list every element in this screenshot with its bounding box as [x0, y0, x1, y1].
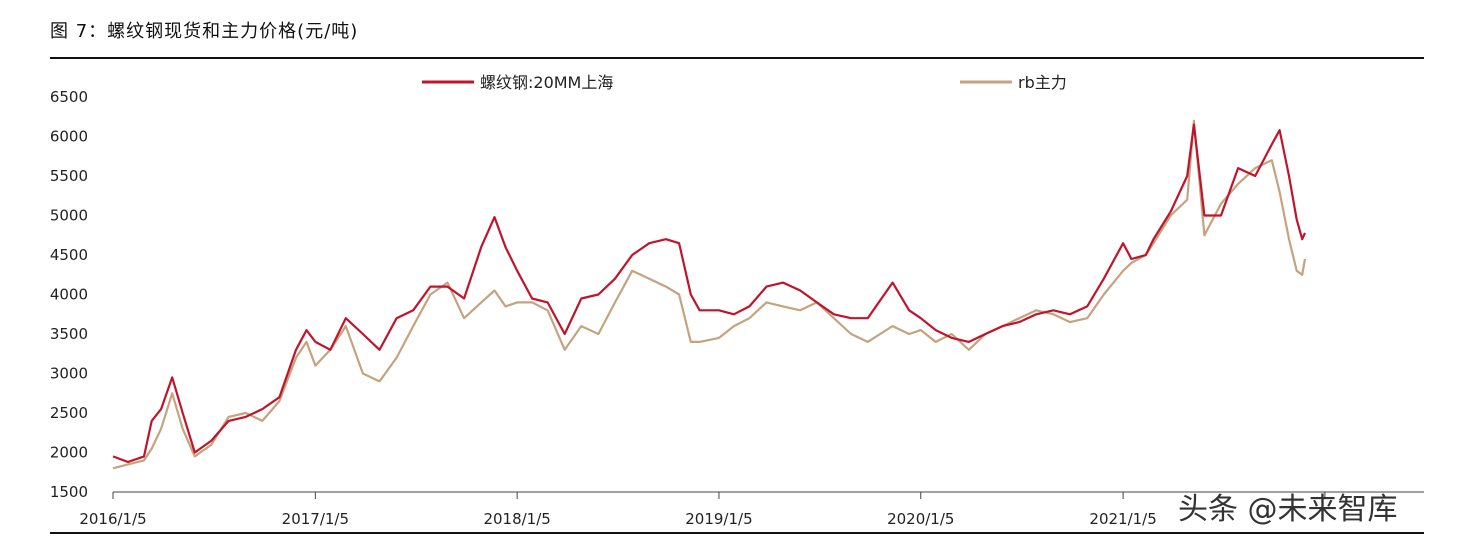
y-tick-label: 3500	[50, 325, 88, 343]
y-tick-label: 2000	[50, 444, 88, 462]
x-tick-label: 2018/1/5	[483, 510, 550, 528]
chart-title: 图 7：螺纹钢现货和主力价格(元/吨)	[50, 21, 359, 42]
y-tick-label: 5000	[50, 207, 88, 225]
y-tick-label: 2500	[50, 404, 88, 422]
x-tick-label: 2020/1/5	[887, 510, 954, 528]
top-rule	[50, 57, 1424, 59]
legend: 螺纹钢:20MM上海 rb主力	[422, 73, 1067, 92]
series-line	[112, 123, 1307, 464]
y-tick-label: 4500	[50, 246, 88, 264]
y-tick-label: 4000	[50, 286, 88, 304]
watermark: 头条 @未来智库	[1178, 492, 1398, 527]
legend-label: 螺纹钢:20MM上海	[480, 73, 613, 92]
bottom-rule	[50, 532, 1424, 534]
series-line	[112, 119, 1307, 470]
legend-label: rb主力	[1018, 73, 1067, 92]
x-tick-label: 2016/1/5	[79, 510, 146, 528]
y-tick-label: 3000	[50, 365, 88, 383]
y-tick-label: 1500	[50, 483, 88, 501]
y-tick-label: 6500	[50, 88, 88, 106]
y-tick-label: 6000	[50, 128, 88, 146]
y-axis: 1500 2000 2500 3000 3500 4000 4500 5000 5500 6000…	[50, 88, 88, 501]
x-tick-label: 2019/1/5	[685, 510, 752, 528]
x-tick-label: 2017/1/5	[282, 510, 349, 528]
x-tick-label: 2021/1/5	[1089, 510, 1156, 528]
series-layer	[112, 119, 1307, 470]
x-axis: 2016/1/5 2017/1/5 2018/1/5 2019/1/5 2020/1/5…	[79, 491, 1424, 528]
y-tick-label: 5500	[50, 167, 88, 185]
